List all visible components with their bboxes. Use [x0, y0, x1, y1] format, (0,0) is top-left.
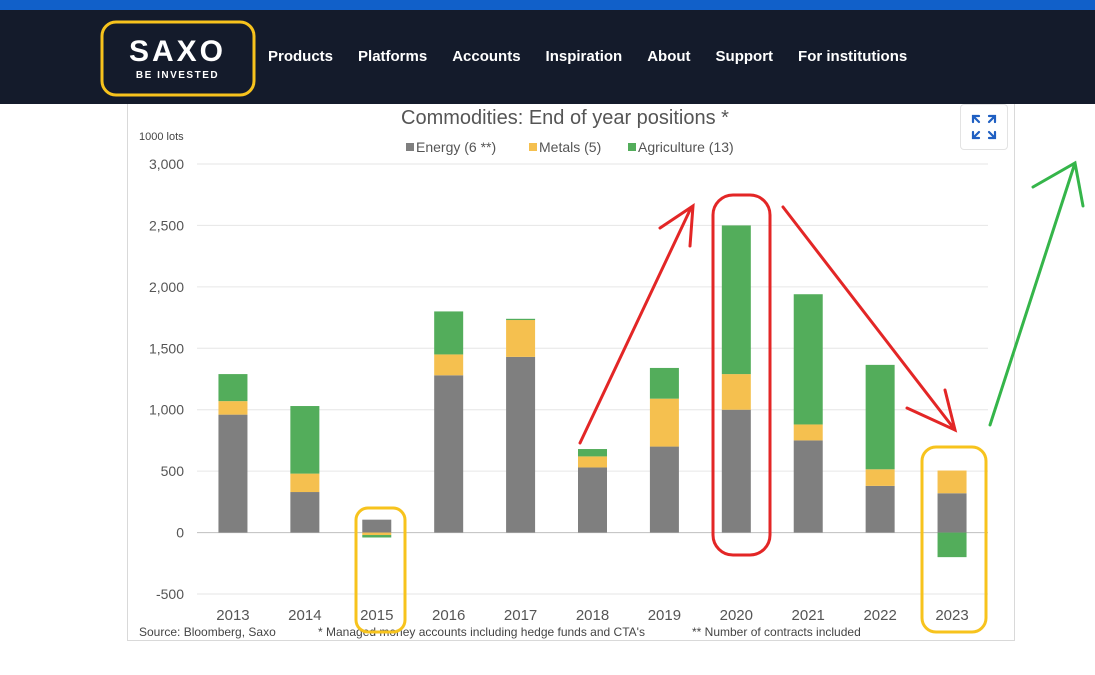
bar-agriculture-2022	[865, 364, 895, 470]
legend-label-agriculture: Agriculture (13)	[638, 139, 734, 155]
bar-metals-2013	[218, 401, 248, 415]
bar-energy-2021	[793, 440, 823, 533]
x-tick-label: 2018	[576, 607, 609, 624]
y-tick-label: 500	[161, 463, 185, 479]
y-tick-label: 1,000	[149, 402, 184, 418]
bar-energy-2013	[218, 414, 248, 533]
bar-agriculture-2015	[362, 535, 392, 538]
red-arrow-down	[781, 205, 958, 433]
bar-metals-2017	[506, 320, 536, 357]
x-tick-label: 2022	[863, 607, 896, 624]
x-axis-ticks: 2013 2014 2015 2016 2017 2018 2019 2020 2021 2022…	[216, 607, 968, 624]
bar-agriculture-2016	[434, 311, 464, 355]
y-tick-label: 2,500	[149, 217, 184, 233]
x-tick-label: 2014	[288, 607, 321, 624]
x-tick-label: 2015	[360, 607, 393, 624]
nav-for-institutions[interactable]: For institutions	[798, 48, 908, 65]
nav-platforms[interactable]: Platforms	[358, 48, 428, 65]
legend-swatch-agriculture	[628, 143, 636, 151]
y-axis-ticks: -500 0 500 1,000 1,500 2,000 2,500 3,000	[149, 156, 184, 602]
bar-agriculture-2018	[578, 449, 607, 457]
bar-metals-2023	[937, 470, 967, 494]
bar-agriculture-2023	[937, 532, 967, 558]
bar-energy-2023	[937, 493, 967, 533]
bar-agriculture-2020	[721, 225, 751, 375]
bar-agriculture-2013	[218, 374, 248, 402]
y-tick-label: 0	[176, 525, 184, 541]
bar-energy-2016	[434, 375, 464, 533]
nav-about[interactable]: About	[647, 48, 691, 65]
bar-metals-2018	[578, 456, 607, 468]
nav-inspiration[interactable]: Inspiration	[545, 48, 623, 65]
bar-agriculture-2017	[506, 318, 536, 321]
legend-label-energy: Energy (6 **)	[416, 139, 496, 155]
logo-highlight-box	[100, 20, 256, 97]
source-note: Source: Bloomberg, Saxo	[139, 625, 276, 639]
nav-support[interactable]: Support	[715, 48, 774, 65]
bar-metals-2014	[290, 473, 320, 493]
y-tick-label: 2,000	[149, 279, 184, 295]
bar-energy-2014	[290, 492, 320, 533]
chart-legend: Energy (6 **) Metals (5) Agriculture (13…	[406, 139, 734, 155]
bar-energy-2017	[506, 356, 536, 533]
x-tick-label: 2021	[792, 607, 825, 624]
red-arrow-up	[578, 203, 695, 445]
bar-energy-2018	[578, 467, 607, 533]
x-tick-label: 2016	[432, 607, 465, 624]
legend-swatch-energy	[406, 143, 414, 151]
bar-metals-2016	[434, 354, 464, 376]
bar-energy-2015	[362, 519, 392, 533]
hand-drawn-annotations	[100, 20, 1085, 634]
bar-metals-2020	[721, 374, 751, 410]
y-tick-label: 3,000	[149, 156, 184, 172]
bar-metals-2019	[649, 398, 679, 447]
legend-label-metals: Metals (5)	[539, 139, 601, 155]
main-nav: Products Platforms Accounts Inspiration …	[268, 48, 932, 65]
bar-agriculture-2014	[290, 406, 320, 474]
x-tick-label: 2020	[720, 607, 753, 624]
x-tick-label: 2013	[216, 607, 249, 624]
highlight-2020	[711, 193, 772, 557]
logo-tagline: BE INVESTED	[135, 70, 220, 81]
bar-agriculture-2021	[793, 294, 823, 425]
bar-metals-2022	[865, 469, 895, 486]
x-tick-label: 2017	[504, 607, 537, 624]
legend-swatch-metals	[529, 143, 537, 151]
bar-energy-2020	[721, 409, 751, 533]
logo-wordmark: SAXO	[128, 35, 227, 68]
brand-top-bar	[0, 0, 1095, 10]
saxo-logo[interactable]: SAXO BE INVESTED	[110, 30, 245, 96]
bars	[218, 225, 967, 558]
y-axis-unit-label: 1000 lots	[139, 131, 184, 143]
y-tick-label: -500	[156, 586, 184, 602]
highlight-2023	[920, 445, 988, 634]
chart-title: Commodities: End of year positions *	[401, 107, 729, 129]
bar-energy-2019	[649, 446, 679, 533]
green-arrow-up	[988, 160, 1085, 427]
nav-products[interactable]: Products	[268, 48, 334, 65]
expand-button[interactable]	[960, 104, 1008, 150]
bar-metals-2021	[793, 424, 823, 441]
x-tick-label: 2019	[648, 607, 681, 624]
bar-energy-2022	[865, 485, 895, 533]
nav-accounts[interactable]: Accounts	[452, 48, 521, 65]
bar-metals-2015	[362, 532, 392, 536]
y-tick-label: 1,500	[149, 340, 184, 356]
expand-icon	[971, 114, 997, 140]
bar-agriculture-2019	[649, 367, 679, 399]
highlight-2015	[354, 506, 407, 634]
x-tick-label: 2023	[935, 607, 968, 624]
footnote-contracts: ** Number of contracts included	[692, 625, 861, 639]
top-navigation-bar: SAXO BE INVESTED Products Platforms Acco…	[0, 10, 1095, 104]
